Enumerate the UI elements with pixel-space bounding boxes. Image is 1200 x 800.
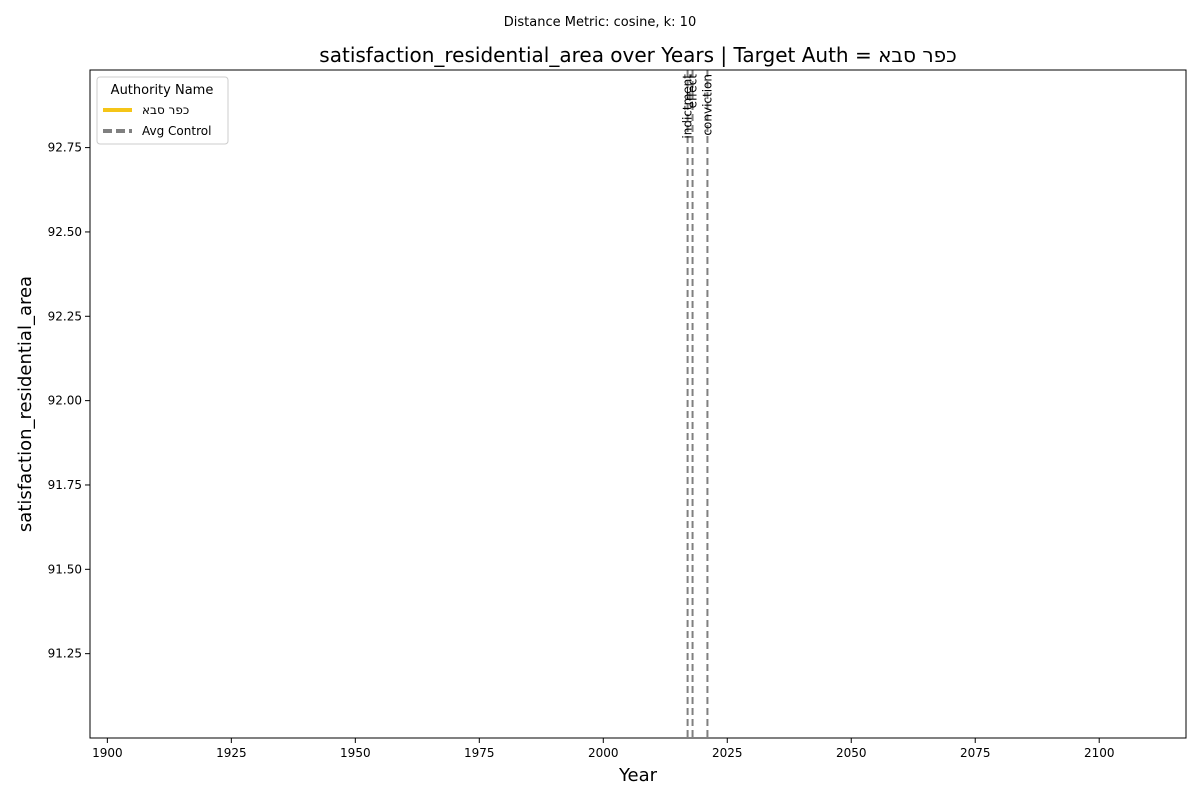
legend-title: Authority Name [111,83,214,98]
x-axis-label: Year [618,765,658,786]
chart-suptitle: Distance Metric: cosine, k: 10 [504,15,696,30]
legend-box [96,76,229,145]
x-tick-label: 2075 [960,746,991,760]
y-tick-label: 92.00 [48,394,82,408]
y-axis-label: satisfaction_residential_area [15,276,36,532]
x-tick-label: 2000 [588,746,619,760]
legend: Authority Name כפר סבא Avg Control [96,76,229,145]
x-tick-label: 2050 [836,746,867,760]
plot-area [90,70,1186,738]
event-label-effect: effect [686,74,700,109]
plot-frame [89,69,1187,739]
event-label-indictment: indictment [681,74,695,139]
legend-entry-label: Avg Control [142,124,211,138]
x-tick-label: 1925 [216,746,247,760]
y-axis: 91.25 91.50 91.75 92.00 92.25 92.50 92.75 [48,141,90,661]
x-tick-label: 1950 [340,746,371,760]
x-axis: 1900 1925 1950 1975 2000 2025 2050 2075 2100 [92,738,1114,760]
chart-title: satisfaction_residential_area over Years… [319,43,956,67]
x-tick-label: 2025 [712,746,743,760]
y-tick-label: 92.50 [48,225,82,239]
y-tick-label: 92.75 [48,141,82,155]
x-tick-label: 2100 [1084,746,1115,760]
y-tick-label: 91.75 [48,478,82,492]
x-tick-label: 1975 [464,746,495,760]
event-label-conviction: conviction [700,74,714,136]
y-tick-label: 91.25 [48,647,82,661]
plot-background [90,70,1186,738]
y-tick-label: 92.25 [48,309,82,323]
x-tick-label: 1900 [92,746,123,760]
y-tick-label: 91.50 [48,562,82,576]
legend-entries: כפר סבא Avg Control [103,103,211,138]
legend-entry-label: כפר סבא [142,103,189,117]
